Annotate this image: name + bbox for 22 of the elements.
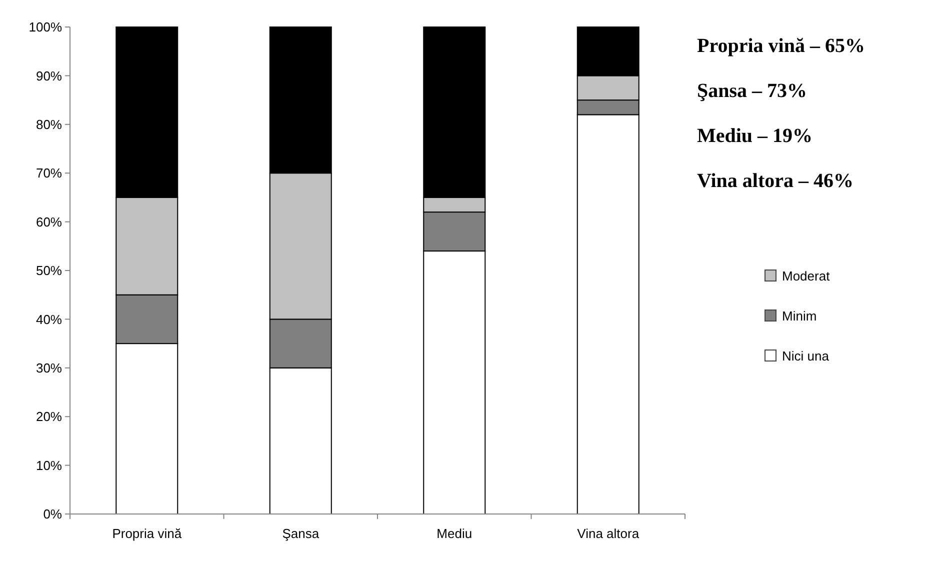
x-tick-label: Vina altora: [577, 526, 640, 541]
y-tick-label: 100%: [28, 20, 62, 35]
y-tick-label: 30%: [36, 360, 62, 376]
x-tick-label: Propria vină: [112, 526, 182, 541]
y-tick-label: 70%: [36, 166, 62, 181]
text: Propria vină – 65%: [697, 35, 865, 57]
y-tick-label: 0%: [43, 506, 62, 522]
y-tick-label: 80%: [36, 116, 62, 132]
y-tick-label: 40%: [36, 312, 62, 327]
text: Vina altora – 46%: [697, 170, 854, 192]
y-tick-label: 10%: [36, 458, 62, 473]
x-tick-label: Mediu: [436, 526, 472, 541]
y-tick-label: 20%: [36, 409, 62, 424]
text: Şansa – 73%: [697, 80, 808, 102]
text: Nici una: [782, 348, 830, 364]
x-tick-label: Şansa: [282, 526, 320, 541]
legend-label: Minim: [782, 308, 817, 324]
y-tick-label: 60%: [36, 214, 62, 230]
text: Mediu – 19%: [697, 125, 813, 147]
y-tick-label: 50%: [36, 263, 62, 278]
legend-label: Moderat: [782, 268, 830, 284]
y-tick-label: 90%: [36, 68, 62, 84]
